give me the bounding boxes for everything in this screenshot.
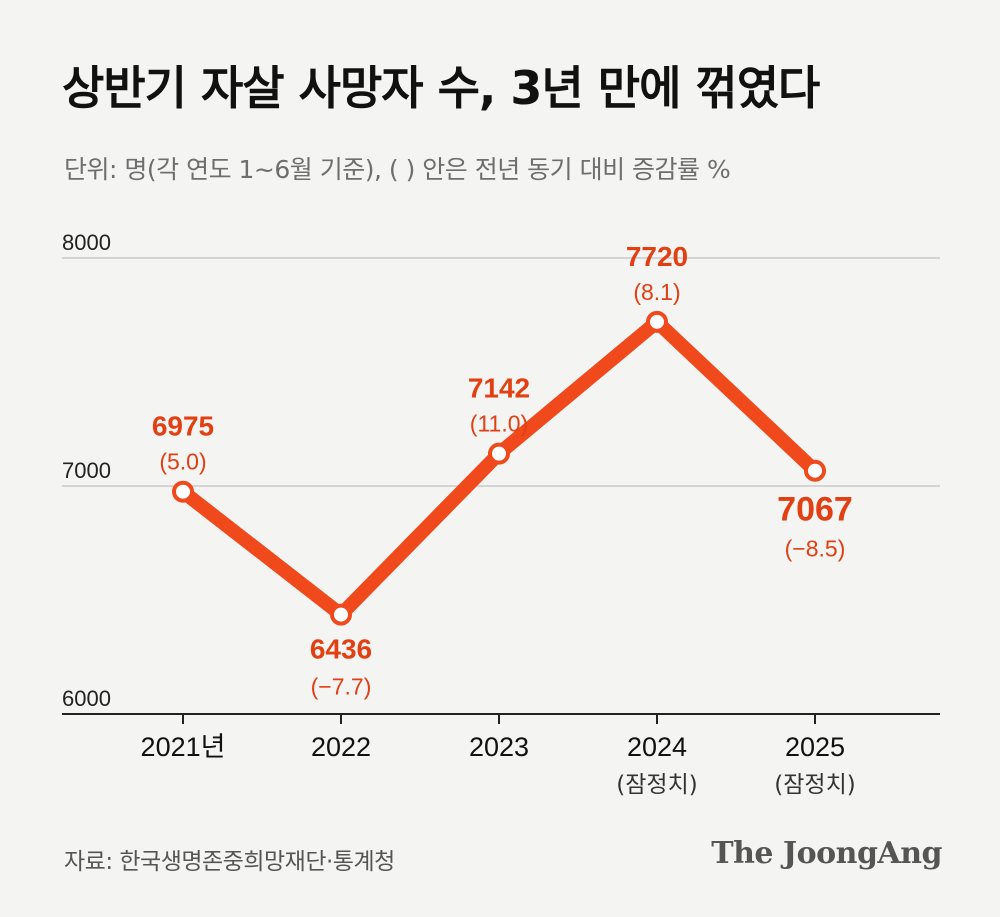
- y-tick-label: 8000: [62, 230, 111, 255]
- source-note: 자료: 한국생명존중희망재단·통계청: [64, 849, 395, 875]
- data-value-label: 7142: [468, 373, 530, 404]
- x-tick-label: 2024: [627, 732, 687, 762]
- x-tick-label: 2021년: [141, 732, 226, 762]
- x-tick-note: (잠정치): [616, 772, 697, 798]
- x-tick-label: 2025: [785, 732, 845, 762]
- data-change-label: (5.0): [159, 449, 206, 475]
- data-point: [804, 459, 826, 482]
- x-tick-label: 2023: [469, 732, 529, 762]
- data-change-label: (11.0): [470, 411, 528, 437]
- publisher-logo: The JoongAng: [711, 836, 942, 871]
- y-tick-label: 6000: [62, 686, 111, 711]
- chart-title: 상반기 자살 사망자 수, 3년 만에 꺾였다: [62, 61, 820, 115]
- data-point: [488, 442, 510, 465]
- data-value-label: 7720: [626, 241, 688, 272]
- data-change-label: (−8.5): [785, 536, 846, 562]
- x-tick-note: (잠정치): [774, 772, 855, 798]
- data-value-label: 6975: [152, 411, 214, 442]
- data-change-label: (8.1): [633, 279, 680, 305]
- data-change-label: (−7.7): [311, 674, 372, 700]
- data-point: [646, 310, 668, 333]
- series-line: [176, 312, 822, 624]
- x-tick-label: 2022: [311, 732, 371, 762]
- chart-subtitle: 단위: 명(각 연도 1~6월 기준), ( ) 안은 전년 동기 대비 증감률…: [64, 155, 731, 184]
- data-point: [172, 480, 194, 503]
- data-point: [330, 603, 352, 626]
- data-value-label: 7067: [777, 491, 853, 529]
- data-value-label: 6436: [310, 634, 372, 665]
- y-tick-label: 7000: [62, 458, 111, 483]
